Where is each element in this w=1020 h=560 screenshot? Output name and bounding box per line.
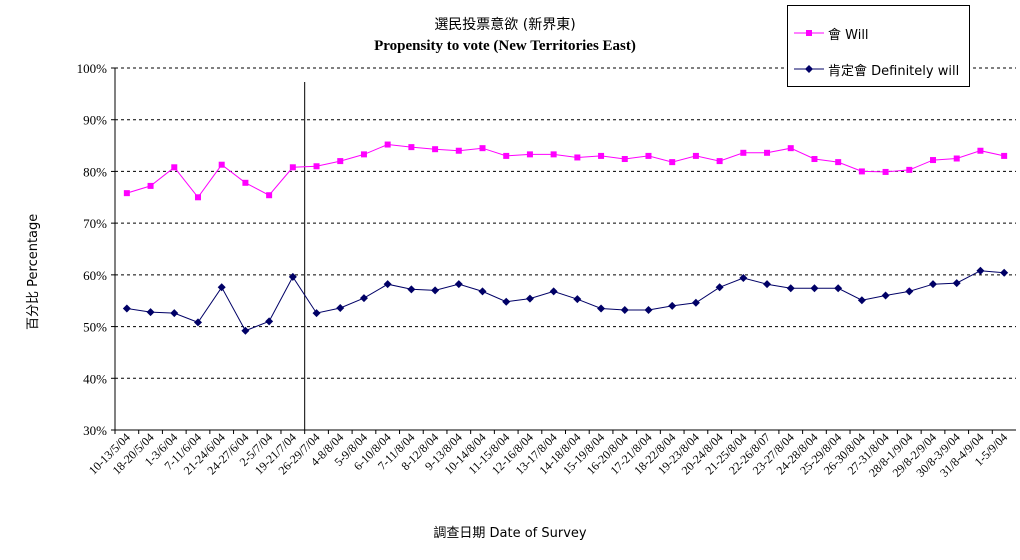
- chart-subtitle: Propensity to vote (New Territories East…: [374, 38, 636, 54]
- data-point-will: [906, 166, 913, 173]
- series-line-1: [126, 270, 1005, 332]
- data-point-definitely-will: [834, 284, 843, 293]
- data-point-definitely-will: [691, 298, 700, 307]
- data-point-definitely-will: [193, 318, 202, 327]
- data-point-definitely-will: [241, 326, 250, 335]
- data-point-definitely-will: [525, 294, 534, 303]
- data-point-definitely-will: [478, 287, 487, 296]
- data-point-will: [740, 149, 747, 156]
- data-point-will: [526, 151, 533, 158]
- data-point-will: [598, 152, 605, 159]
- data-point-definitely-will: [786, 284, 795, 293]
- data-point-will: [669, 159, 676, 166]
- data-point-will: [882, 168, 889, 175]
- data-point-will: [550, 151, 557, 158]
- data-point-definitely-will: [502, 297, 511, 306]
- data-point-will: [574, 154, 581, 161]
- data-point-will: [384, 141, 391, 148]
- data-point-definitely-will: [122, 304, 131, 313]
- data-point-definitely-will: [929, 280, 938, 289]
- data-point-definitely-will: [715, 283, 724, 292]
- data-point-definitely-will: [431, 286, 440, 295]
- data-point-will: [645, 152, 652, 159]
- data-point-will: [835, 159, 842, 166]
- data-point-definitely-will: [620, 306, 629, 315]
- data-point-will: [930, 157, 937, 164]
- data-point-definitely-will: [857, 296, 866, 305]
- data-point-definitely-will: [573, 295, 582, 304]
- data-point-will: [194, 194, 201, 201]
- data-point-definitely-will: [549, 287, 558, 296]
- data-point-will: [977, 147, 984, 154]
- y-axis-label: 百分比 Percentage: [26, 213, 41, 330]
- legend-label-definitely-will: 肯定會 Definitely will: [828, 63, 960, 79]
- data-point-will: [1001, 152, 1008, 159]
- data-point-will: [360, 151, 367, 158]
- y-tick-label: 100%: [77, 61, 108, 76]
- legend-label-will: 會 Will: [828, 27, 869, 43]
- data-point-will: [692, 152, 699, 159]
- data-point-definitely-will: [312, 309, 321, 318]
- legend: 會 Will 肯定會 Definitely will: [787, 5, 970, 87]
- y-tick-label: 40%: [83, 371, 107, 386]
- series-line-0: [126, 143, 1005, 199]
- data-point-definitely-will: [668, 301, 677, 310]
- data-point-definitely-will: [905, 287, 914, 296]
- data-point-will: [289, 164, 296, 171]
- y-tick-label: 30%: [83, 423, 107, 438]
- data-point-will: [455, 147, 462, 154]
- y-tick-label: 70%: [83, 216, 107, 231]
- data-point-definitely-will: [1000, 268, 1009, 277]
- data-point-definitely-will: [597, 304, 606, 313]
- data-point-will: [432, 146, 439, 153]
- data-point-will: [479, 145, 486, 152]
- data-point-definitely-will: [644, 306, 653, 315]
- legend-item-will: 會 Will: [794, 24, 869, 43]
- data-point-will: [858, 168, 865, 175]
- data-point-will: [811, 156, 818, 163]
- y-tick-label: 80%: [83, 164, 107, 179]
- data-point-will: [408, 144, 415, 151]
- chart-title: 選民投票意欲 (新界東): [434, 17, 576, 33]
- x-axis-label: 調查日期 Date of Survey: [433, 526, 587, 541]
- data-point-definitely-will: [454, 280, 463, 289]
- legend-marker-definitely-will: [794, 65, 824, 73]
- data-point-will: [313, 163, 320, 170]
- data-point-will: [621, 156, 628, 163]
- data-point-will: [716, 158, 723, 165]
- y-tick-label: 50%: [83, 320, 107, 335]
- data-point-definitely-will: [170, 309, 179, 318]
- data-point-will: [242, 179, 249, 186]
- legend-item-definitely-will: 肯定會 Definitely will: [794, 60, 960, 79]
- data-point-will: [953, 155, 960, 162]
- data-point-definitely-will: [383, 280, 392, 289]
- data-point-will: [337, 158, 344, 165]
- data-point-definitely-will: [146, 308, 155, 317]
- data-point-will: [123, 190, 130, 197]
- y-tick-label: 60%: [83, 268, 107, 283]
- data-point-will: [503, 152, 510, 159]
- data-point-definitely-will: [407, 285, 416, 294]
- data-point-definitely-will: [763, 280, 772, 289]
- data-point-definitely-will: [336, 303, 345, 312]
- y-tick-label: 90%: [83, 113, 107, 128]
- data-point-definitely-will: [359, 294, 368, 303]
- data-point-will: [787, 145, 794, 152]
- data-point-will: [266, 192, 273, 199]
- data-point-definitely-will: [881, 291, 890, 300]
- data-point-definitely-will: [952, 279, 961, 288]
- legend-marker-will: [794, 30, 824, 36]
- data-point-definitely-will: [265, 317, 274, 326]
- data-point-definitely-will: [217, 283, 226, 292]
- data-point-definitely-will: [810, 284, 819, 293]
- data-point-definitely-will: [288, 272, 297, 281]
- data-point-will: [218, 161, 225, 168]
- data-point-will: [764, 149, 771, 156]
- data-point-definitely-will: [976, 266, 985, 275]
- data-point-definitely-will: [739, 273, 748, 282]
- data-point-will: [171, 164, 178, 171]
- data-point-will: [147, 182, 154, 189]
